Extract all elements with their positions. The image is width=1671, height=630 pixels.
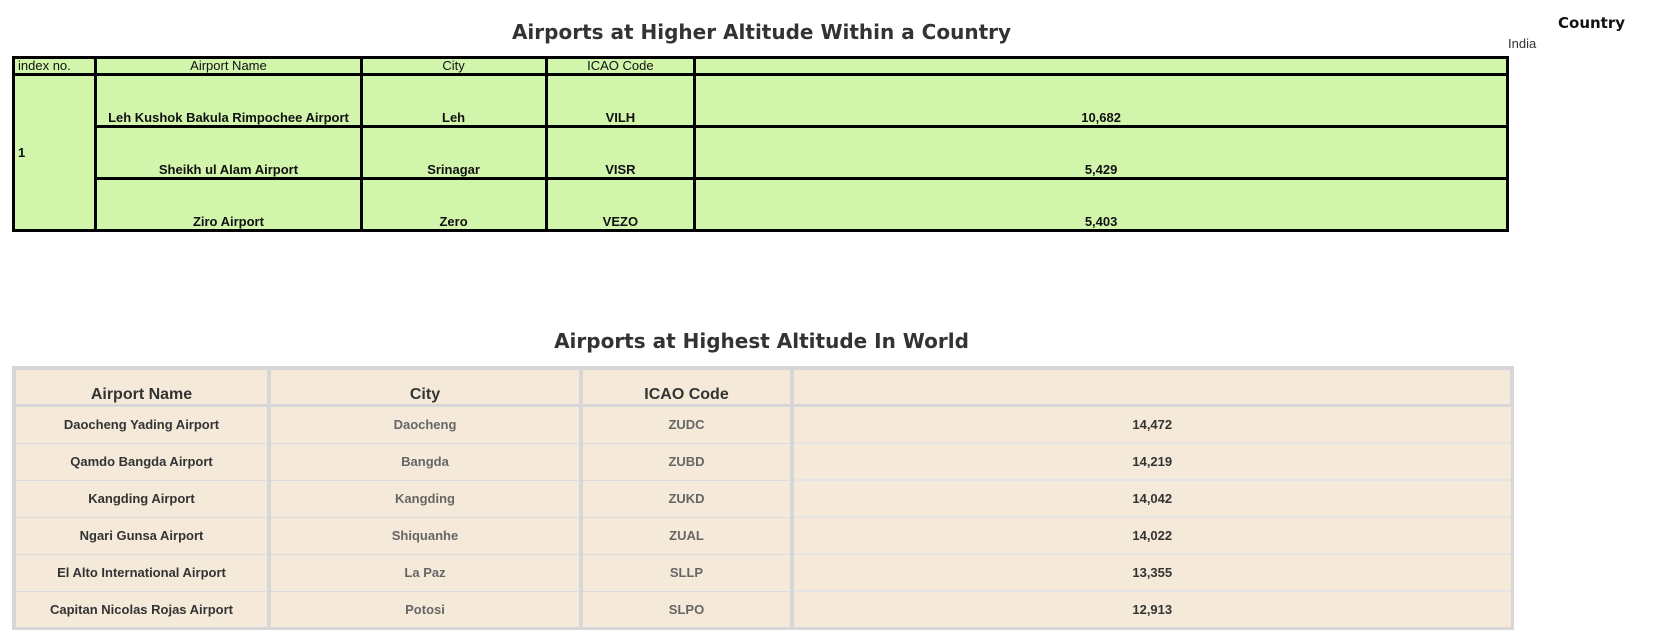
icao-code-cell: SLLP <box>581 554 794 592</box>
table-row[interactable]: Ngari Gunsa Airport Shiquanhe ZUAL 14,02… <box>12 517 1514 555</box>
header-icao-code[interactable]: ICAO Code <box>544 56 697 76</box>
city-cell: Potosi <box>269 591 583 630</box>
icao-code-cell: VISR <box>544 125 697 180</box>
city-cell: Bangda <box>269 443 583 481</box>
city-cell: Daocheng <box>269 405 583 444</box>
altitude-cell: 14,022 <box>792 517 1514 555</box>
table-row[interactable]: El Alto International Airport La Paz SLL… <box>12 554 1514 592</box>
table-row[interactable]: Kangding Airport Kangding ZUKD 14,042 <box>12 480 1514 518</box>
world-airports-table: Airport Name City ICAO Code Daocheng Yad… <box>12 366 1514 630</box>
altitude-cell: 10,682 <box>693 73 1509 128</box>
table-row[interactable]: Sheikh ul Alam Airport Srinagar VISR 5,4… <box>14 125 1509 180</box>
altitude-cell: 14,219 <box>792 443 1514 481</box>
city-cell: Leh <box>359 73 548 128</box>
altitude-cell: 14,042 <box>792 480 1514 518</box>
table-row[interactable]: Ziro Airport Zero VEZO 5,403 <box>14 177 1509 232</box>
icao-code-cell: ZUAL <box>581 517 794 555</box>
icao-code-cell: ZUDC <box>581 405 794 444</box>
airport-name-cell: Kangding Airport <box>12 480 271 518</box>
airport-name-cell: Leh Kushok Bakula Rimpochee Airport <box>94 73 363 128</box>
city-cell: Srinagar <box>359 125 548 180</box>
icao-code-cell: SLPO <box>581 591 794 630</box>
table-row[interactable]: Daocheng Yading Airport Daocheng ZUDC 14… <box>12 405 1514 444</box>
header-icao-code[interactable]: ICAO Code <box>581 366 794 407</box>
altitude-cell: 5,429 <box>693 125 1509 180</box>
world-table-title: Airports at Highest Altitude In World <box>554 329 969 353</box>
city-cell: La Paz <box>269 554 583 592</box>
index-no-cell: 1 <box>11 73 98 232</box>
country-filter-title: Country <box>1558 14 1626 32</box>
icao-code-cell: ZUKD <box>581 480 794 518</box>
header-altitude[interactable] <box>693 56 1509 76</box>
header-city[interactable]: City <box>359 56 548 76</box>
header-airport-name[interactable]: Airport Name <box>94 56 363 76</box>
table-header-row: Airport Name City ICAO Code <box>12 366 1514 407</box>
country-table-title: Airports at Higher Altitude Within a Cou… <box>511 20 1012 44</box>
table-header-row: index no. Airport Name City ICAO Code <box>11 56 1509 76</box>
table-row[interactable]: Capitan Nicolas Rojas Airport Potosi SLP… <box>12 591 1514 630</box>
airport-name-cell: Ngari Gunsa Airport <box>12 517 271 555</box>
city-cell: Kangding <box>269 480 583 518</box>
airport-name-cell: Daocheng Yading Airport <box>12 405 271 444</box>
header-city[interactable]: City <box>269 366 583 407</box>
header-airport-name[interactable]: Airport Name <box>12 366 271 407</box>
header-index-no[interactable]: index no. <box>11 56 98 76</box>
country-filter-value[interactable]: India <box>1508 36 1537 51</box>
airport-name-cell: Sheikh ul Alam Airport <box>94 125 363 180</box>
airport-name-cell: Qamdo Bangda Airport <box>12 443 271 481</box>
icao-code-cell: VILH <box>544 73 697 128</box>
altitude-cell: 14,472 <box>792 405 1514 444</box>
airport-name-cell: Ziro Airport <box>94 177 363 232</box>
airport-name-cell: El Alto International Airport <box>12 554 271 592</box>
table-row[interactable]: 1 Leh Kushok Bakula Rimpochee Airport Le… <box>11 73 1509 232</box>
country-airports-table: index no. Airport Name City ICAO Code 1 … <box>11 56 1509 232</box>
table-row[interactable]: Qamdo Bangda Airport Bangda ZUBD 14,219 <box>12 443 1514 481</box>
altitude-cell: 13,355 <box>792 554 1514 592</box>
header-altitude[interactable] <box>792 366 1514 407</box>
icao-code-cell: ZUBD <box>581 443 794 481</box>
altitude-cell: 5,403 <box>693 177 1509 232</box>
city-cell: Shiquanhe <box>269 517 583 555</box>
city-cell: Zero <box>359 177 548 232</box>
icao-code-cell: VEZO <box>544 177 697 232</box>
altitude-cell: 12,913 <box>792 591 1514 630</box>
airport-name-cell: Capitan Nicolas Rojas Airport <box>12 591 271 630</box>
